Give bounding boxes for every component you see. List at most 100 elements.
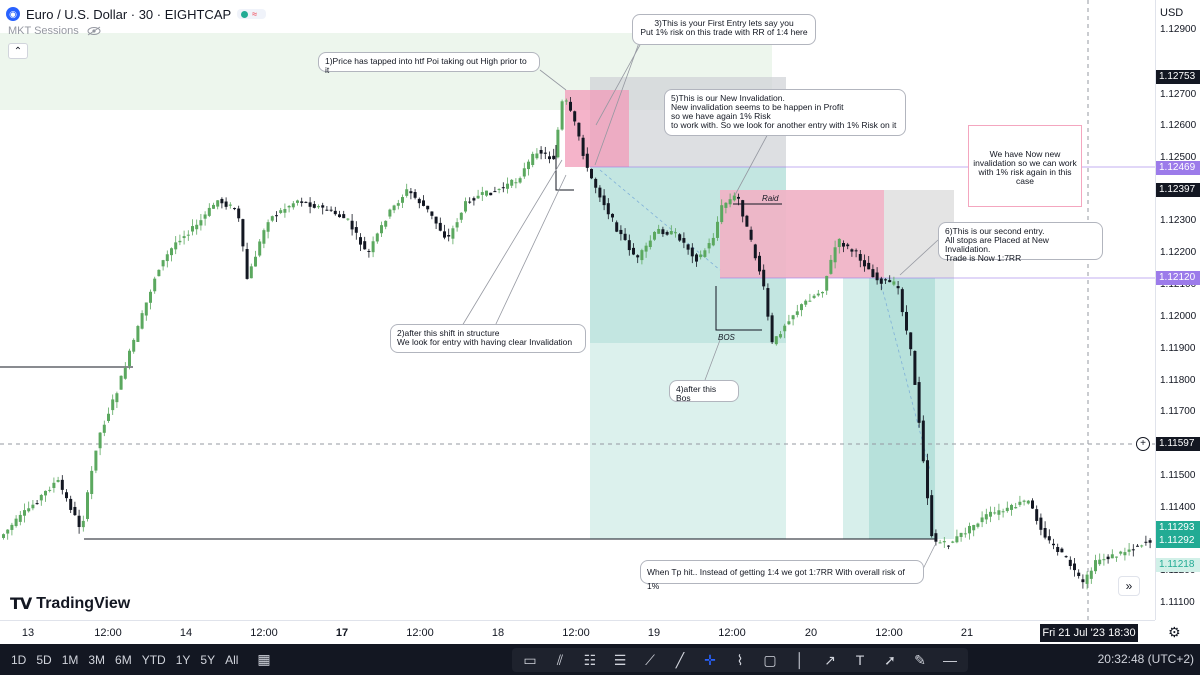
range-button-1d[interactable]: 1D [11, 652, 27, 667]
candle-bearish [665, 232, 669, 235]
candle-bullish [258, 241, 262, 256]
candle-bearish [627, 240, 631, 251]
annotation-note-8[interactable]: We have Now new invalidation so we can w… [968, 125, 1082, 207]
candle-bearish [237, 208, 241, 219]
candle-bearish [220, 198, 224, 204]
date-range-group: 1D 5D 1M 3M 6M YTD 1Y 5Y All [6, 653, 243, 667]
candle-bearish [888, 280, 892, 283]
candle-bearish [749, 229, 753, 240]
range-button-5d[interactable]: 5D [36, 652, 52, 667]
indicator-row[interactable]: MKT Sessions [8, 25, 101, 37]
time-axis[interactable]: 13 12:00 14 12:00 17 12:00 18 12:00 19 12:00 20 12:… [0, 620, 1155, 644]
candlestick-chart[interactable] [0, 0, 1155, 620]
range-button-6m[interactable]: 6M [115, 652, 132, 667]
gear-icon[interactable]: ⚙ [1168, 624, 1181, 640]
candle-bullish [997, 510, 1001, 515]
price-tick: 1.11900 [1160, 343, 1196, 354]
brush-icon[interactable]: ✎ [914, 651, 926, 668]
arrow-icon[interactable]: ➚ [884, 651, 896, 668]
range-button-5y[interactable]: 5Y [200, 652, 216, 667]
candle-bearish [863, 260, 866, 267]
chart-area[interactable]: ◉ Euro / U.S. Dollar · 30 · EIGHTCAP ≈ M… [0, 0, 1155, 620]
candle-bullish [249, 266, 253, 279]
parallel-lines-icon[interactable]: ⫽ [556, 651, 564, 668]
regression-icon[interactable]: ⟋ [645, 651, 655, 668]
range-button-1m[interactable]: 1M [61, 652, 79, 667]
text-icon[interactable]: T [855, 652, 865, 668]
range-button-3m[interactable]: 3M [88, 652, 106, 667]
candle-bearish [329, 209, 333, 211]
clock-timezone[interactable]: 20:32:48 (UTC+2) [1097, 652, 1194, 666]
calendar-range-icon[interactable]: ▦ [257, 651, 271, 667]
candle-bearish [867, 262, 871, 270]
candle-bearish [426, 205, 430, 210]
time-tick: 14 [179, 627, 193, 639]
candle-bearish [233, 208, 236, 210]
time-tick: 12:00 [718, 627, 746, 639]
annotation-note-7[interactable]: When Tp hit.. Instead of getting 1:4 we … [640, 560, 924, 591]
vertical-line-icon[interactable]: │ [795, 652, 805, 668]
horizontal-line-icon[interactable]: — [943, 652, 957, 668]
symbol-title[interactable]: Euro / U.S. Dollar · 30 · EIGHTCAP [26, 6, 232, 22]
crosshair-icon[interactable]: ✛ [704, 651, 716, 668]
trendline-icon[interactable]: ╱ [675, 651, 685, 668]
candle-bullish [808, 300, 812, 302]
candle-bearish [1035, 509, 1039, 521]
candle-bullish [2, 534, 5, 538]
candle-bullish [728, 199, 732, 205]
currency-label[interactable]: USD [1160, 7, 1184, 19]
rectangle-icon[interactable]: ▭ [523, 651, 537, 668]
price-tick: 1.11400 [1160, 502, 1196, 513]
candle-bullish [674, 232, 677, 234]
candle-bullish [699, 254, 703, 258]
candle-bearish [304, 201, 308, 203]
add-alert-plus-icon[interactable]: + [1136, 437, 1150, 451]
callout-icon[interactable]: ▢ [763, 651, 777, 668]
candle-bearish [871, 269, 875, 278]
annotation-note-3[interactable]: 3)This is your First Entry lets say you … [632, 14, 816, 45]
indicator-name[interactable]: MKT Sessions [8, 25, 79, 37]
candle-bearish [543, 152, 547, 154]
range-lines-icon[interactable]: ☷ [583, 651, 597, 668]
candle-bearish [434, 216, 438, 224]
range-button-ytd[interactable]: YTD [141, 652, 166, 667]
price-axis[interactable]: USD 1.12900 1.12700 1.12600 1.12500 1.12300 1… [1155, 0, 1200, 620]
candle-bearish [417, 198, 421, 204]
first-entry-risk-zone [565, 90, 629, 167]
candle-bearish [1077, 572, 1081, 577]
annotation-note-1[interactable]: 1)Price has tapped into htf Poi taking o… [318, 52, 540, 75]
candle-bullish [384, 220, 388, 227]
candle-bearish [1052, 543, 1055, 546]
annotation-note-2[interactable]: 2)after this shift in structure We look … [390, 324, 586, 353]
time-tick: 20 [804, 627, 818, 639]
annotation-note-5[interactable]: 5)This is our New Invalidation. New inva… [664, 89, 906, 136]
candle-bullish [94, 450, 98, 471]
candle-bullish [1010, 504, 1013, 510]
price-tick: 1.11800 [1160, 375, 1196, 386]
candle-bullish [451, 228, 455, 239]
market-status[interactable]: ≈ [237, 9, 267, 19]
time-tick: 21 [960, 627, 974, 639]
range-button-1y[interactable]: 1Y [175, 652, 191, 667]
annotation-note-6[interactable]: 6)This is our second entry. All stops ar… [938, 222, 1103, 263]
collapse-legend-button[interactable]: ⌃ [8, 43, 28, 59]
polyline-icon[interactable]: ⌇ [736, 651, 744, 668]
candle-bearish [472, 198, 476, 201]
candle-bearish [879, 278, 883, 284]
candle-bearish [1056, 546, 1060, 552]
candle-bullish [140, 313, 144, 329]
horizontal-lines-icon[interactable]: ☰ [613, 651, 627, 668]
range-button-all[interactable]: All [225, 652, 239, 667]
candle-bearish [35, 503, 39, 505]
tradingview-logo[interactable]: TV TradingView [10, 594, 130, 613]
eye-off-icon[interactable] [87, 26, 101, 36]
annotation-note-4[interactable]: 4)after this Bos [669, 380, 739, 403]
drawing-toolbar: ▭ ⫽ ☷ ☰ ⟋ ╱ ✛ ⌇ ▢ │ ↗ T ➚ ✎ — [512, 648, 968, 672]
scroll-to-realtime-button[interactable]: » [1118, 576, 1140, 596]
candle-bullish [254, 256, 257, 267]
candle-bullish [837, 238, 841, 248]
ray-icon[interactable]: ↗ [824, 651, 836, 668]
candle-bullish [955, 536, 959, 543]
candle-bullish [1022, 500, 1026, 502]
price-tick: 1.12500 [1160, 152, 1197, 163]
